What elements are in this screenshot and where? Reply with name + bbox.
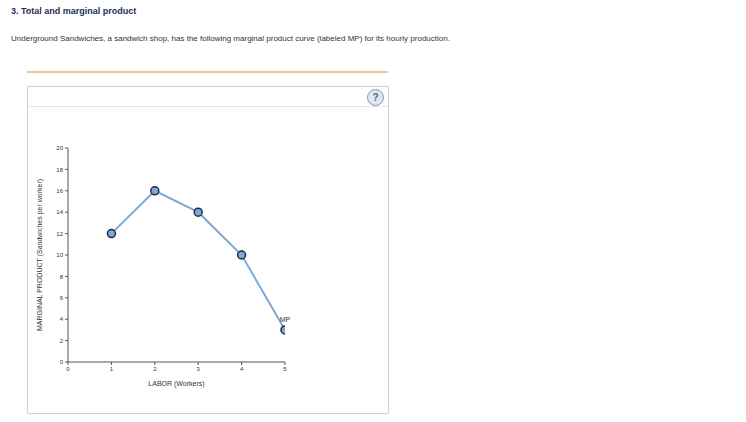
svg-text:4: 4 bbox=[60, 316, 64, 322]
svg-text:6: 6 bbox=[60, 295, 64, 301]
svg-text:8: 8 bbox=[60, 274, 64, 280]
svg-text:3: 3 bbox=[197, 366, 201, 372]
svg-text:20: 20 bbox=[56, 145, 63, 151]
svg-text:2: 2 bbox=[60, 338, 64, 344]
svg-text:4: 4 bbox=[240, 366, 244, 372]
svg-text:LABOR (Workers): LABOR (Workers) bbox=[148, 380, 204, 388]
svg-text:14: 14 bbox=[56, 209, 63, 215]
svg-text:18: 18 bbox=[56, 167, 63, 173]
svg-text:MARGINAL PRODUCT (Sandwiches p: MARGINAL PRODUCT (Sandwiches per worker) bbox=[36, 179, 44, 331]
svg-text:MP: MP bbox=[280, 316, 291, 323]
svg-text:0: 0 bbox=[60, 359, 64, 365]
svg-text:0: 0 bbox=[66, 366, 70, 372]
svg-text:2: 2 bbox=[153, 366, 157, 372]
svg-text:16: 16 bbox=[56, 188, 63, 194]
html-text:Underground Sandwiches, a sand: Underground Sandwiches, a sandwich shop,… bbox=[11, 34, 450, 43]
svg-text:12: 12 bbox=[56, 231, 63, 237]
html-text:3. Total and marginal product: 3. Total and marginal product bbox=[11, 6, 137, 16]
svg-text:10: 10 bbox=[56, 252, 63, 258]
svg-text:5: 5 bbox=[283, 366, 287, 372]
svg-text:1: 1 bbox=[110, 366, 114, 372]
